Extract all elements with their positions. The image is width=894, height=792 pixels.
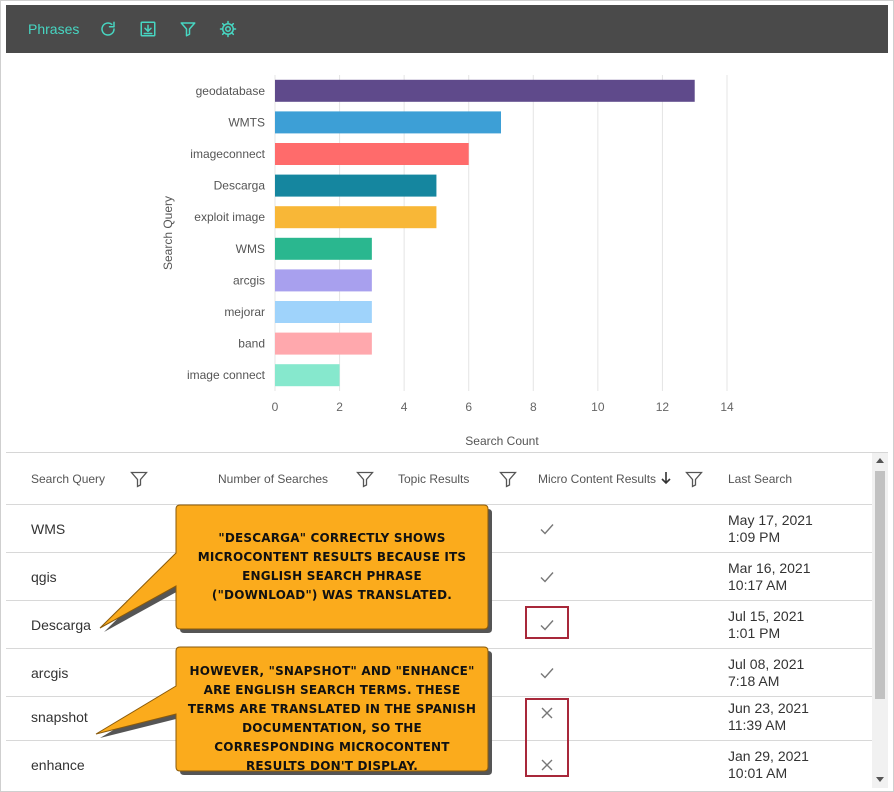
row-time: 11:39 AM (728, 717, 787, 733)
scroll-up-arrow-icon[interactable] (876, 458, 884, 463)
row-time: 1:01 PM (728, 625, 781, 641)
y-tick-label: image connect (187, 368, 266, 382)
y-tick-label: WMTS (228, 115, 265, 129)
row-time: 1:09 PM (728, 529, 781, 545)
row-query: enhance (31, 757, 85, 773)
x-icon (532, 741, 562, 788)
row-date: Jun 23, 2021 (728, 700, 809, 716)
x-icon (532, 697, 562, 729)
settings-icon[interactable] (217, 18, 239, 40)
highlight-box (525, 698, 569, 777)
scroll-down-arrow-icon[interactable] (876, 777, 884, 782)
callout-snapshot-enhance-text: However, "snapshot" and "enhance" are En… (187, 664, 477, 773)
chart-svg: 0 2 4 6 8 10 12 14 geodatabase WMTS imageconnect De… (161, 75, 734, 448)
header-search-query[interactable]: Search Query (31, 472, 106, 486)
check-icon (532, 649, 562, 697)
row-query: Descarga (31, 617, 91, 633)
row-time: 10:17 AM (728, 577, 788, 593)
y-tick-label: imageconnect (190, 147, 265, 161)
filter-icon[interactable] (499, 470, 517, 488)
row-date: Mar 16, 2021 (728, 560, 811, 576)
row-query: arcgis (31, 665, 69, 681)
filter-icon[interactable] (177, 18, 199, 40)
header-topic-results[interactable]: Topic Results (398, 472, 470, 486)
bar (275, 143, 469, 165)
row-date: May 17, 2021 (728, 512, 813, 528)
row-time: 7:18 AM (728, 673, 780, 689)
y-axis-label: Search Query (161, 196, 175, 270)
table-scrollbar[interactable] (872, 453, 888, 788)
highlight-box (525, 606, 569, 639)
header-micro-content-results[interactable]: Micro Content Results (538, 472, 657, 486)
x-tick-label: 14 (720, 400, 734, 414)
check-icon (532, 505, 562, 553)
y-tick-label: geodatabase (196, 84, 266, 98)
row-date: Jul 08, 2021 (728, 656, 805, 672)
table-row[interactable]: Descarga Jul 15, 2021 1:01 PM (6, 601, 872, 649)
row-query: snapshot (31, 709, 88, 725)
x-tick-label: 4 (401, 400, 408, 414)
y-tick-label: exploit image (194, 210, 265, 224)
bar (275, 174, 437, 197)
row-query: WMS (31, 521, 66, 537)
filter-icon[interactable] (685, 470, 703, 488)
panel-title: Phrases (28, 21, 80, 37)
scroll-thumb[interactable] (875, 471, 885, 699)
row-time: 10:01 AM (728, 765, 788, 781)
bar (275, 206, 437, 229)
filter-icon[interactable] (130, 470, 148, 488)
row-query: qgis (31, 569, 57, 585)
bar (275, 237, 372, 260)
x-tick-label: 6 (465, 400, 472, 414)
header-number-of-searches[interactable]: Number of Searches (218, 472, 329, 486)
refresh-icon[interactable] (97, 18, 119, 40)
bar (275, 332, 372, 355)
bar (275, 301, 372, 323)
bar (275, 111, 501, 134)
x-tick-label: 2 (336, 400, 343, 414)
table-header: Search Query Number of Searches Topic Re… (6, 453, 872, 505)
row-date: Jul 15, 2021 (728, 608, 805, 624)
x-axis-label: Search Count (465, 434, 539, 448)
check-icon (532, 553, 562, 601)
check-icon (532, 601, 562, 649)
header-last-search[interactable]: Last Search (728, 472, 793, 486)
bar (275, 79, 695, 102)
x-tick-label: 12 (656, 400, 670, 414)
download-icon[interactable] (137, 18, 159, 40)
y-tick-label: band (238, 337, 265, 351)
table-row[interactable]: enhance Jan 29, 2021 10:01 AM (6, 741, 872, 788)
filter-icon[interactable] (356, 470, 374, 488)
y-tick-label: Descarga (214, 179, 266, 193)
sort-down-arrow-icon[interactable] (660, 471, 672, 488)
y-tick-label: WMS (236, 242, 265, 256)
toolbar: Phrases (6, 5, 888, 53)
callout-descarga-text: "Descarga" correctly shows microcontent … (197, 531, 467, 602)
bar-chart: 0 2 4 6 8 10 12 14 geodatabase WMTS imageconnect De… (6, 53, 888, 451)
x-tick-label: 8 (530, 400, 537, 414)
bar (275, 364, 340, 387)
row-date: Jan 29, 2021 (728, 748, 809, 764)
y-tick-label: arcgis (233, 273, 265, 287)
x-tick-label: 10 (591, 400, 605, 414)
x-tick-label: 0 (272, 400, 279, 414)
y-tick-label: mejorar (224, 305, 265, 319)
bar (275, 269, 372, 292)
